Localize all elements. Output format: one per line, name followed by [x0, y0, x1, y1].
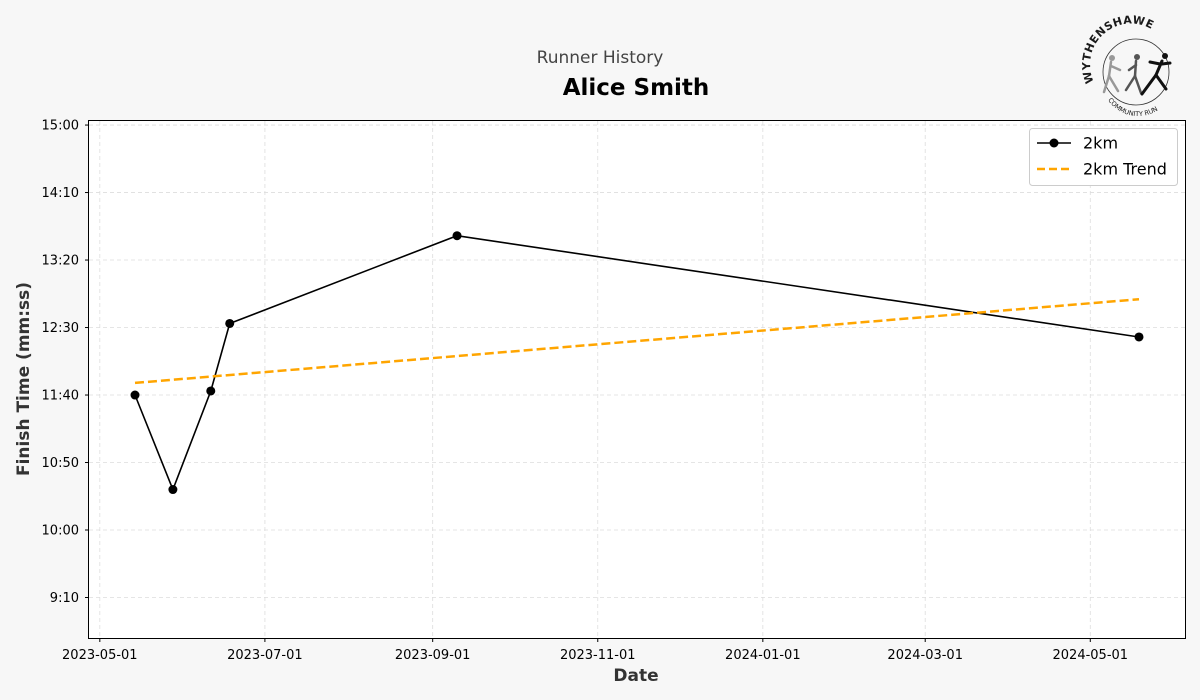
- series-line: [134, 234, 1140, 492]
- club-logo: WYTHENSHAWE COMMUNITY RUN: [1080, 13, 1172, 118]
- chart-title: Alice Smith: [563, 75, 710, 101]
- chart-suptitle: Runner History: [537, 48, 664, 68]
- y-tick-label: 14:10: [42, 186, 79, 201]
- x-tick-label: 2023-09-01: [395, 648, 471, 663]
- data-point-marker: [1134, 332, 1144, 342]
- grid: [89, 121, 1185, 638]
- y-tick-label: 15:00: [42, 119, 79, 134]
- y-tick-label: 9:10: [50, 591, 79, 606]
- legend-label: 2km Trend: [1083, 160, 1167, 179]
- x-tick-label: 2024-03-01: [887, 648, 963, 663]
- logo-name-text: WYTHENSHAWE: [1080, 13, 1156, 85]
- y-tick-label: 13:20: [42, 254, 79, 269]
- logo-ring: [1102, 38, 1170, 106]
- data-point-marker: [225, 318, 235, 328]
- y-tick-label: 10:50: [42, 456, 79, 471]
- x-tick-label: 2023-11-01: [560, 648, 636, 663]
- data-point-marker: [206, 386, 216, 396]
- data-point-marker: [452, 231, 462, 241]
- data-point-marker: [168, 485, 178, 495]
- logo-runner-figure-mid: [1124, 54, 1143, 95]
- trend-line: [134, 297, 1140, 385]
- y-tick-label: 11:40: [42, 389, 79, 404]
- y-tick-label: 12:30: [42, 321, 79, 336]
- data-point-marker: [130, 390, 140, 400]
- plot-area: [88, 120, 1186, 639]
- x-tick-label: 2023-05-01: [62, 648, 138, 663]
- y-tick-label: 10:00: [42, 524, 79, 539]
- logo-subtitle-text: COMMUNITY RUN: [1106, 96, 1159, 118]
- y-axis-label: Finish Time (mm:ss): [14, 282, 34, 476]
- legend-marker-swatch: [1049, 138, 1059, 148]
- legend-label: 2km: [1083, 134, 1118, 153]
- series: [130, 231, 1144, 495]
- logo-runner-figure-dark: [1140, 53, 1172, 96]
- x-axis-label: Date: [613, 666, 658, 686]
- x-tick-label: 2024-01-01: [725, 648, 801, 663]
- axis-ticks: 2023-05-01 2023-07-01 2023-09-01 2023-11-01…: [42, 119, 1129, 663]
- legend: 2km 2km Trend: [1029, 128, 1178, 186]
- x-tick-label: 2023-07-01: [227, 648, 303, 663]
- logo-runner-figure-light: [1102, 55, 1122, 94]
- x-tick-label: 2024-05-01: [1053, 648, 1129, 663]
